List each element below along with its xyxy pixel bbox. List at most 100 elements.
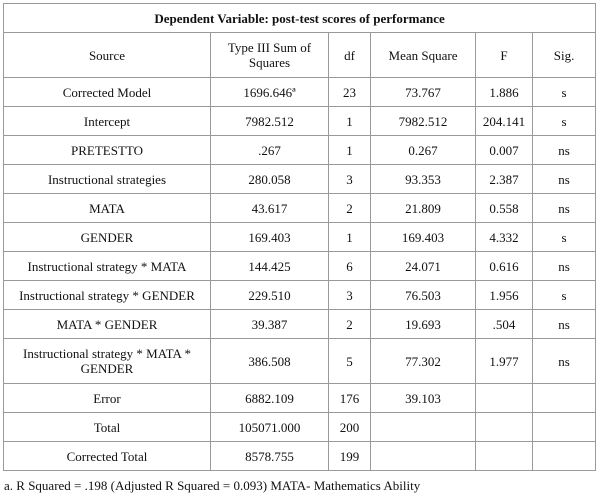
row-label: Error	[3, 383, 211, 413]
table-row: MATA * GENDER 39.387 2 19.693.504 ns	[3, 309, 597, 339]
cell: 6	[328, 251, 371, 281]
row-label: Instructional strategy * MATA	[3, 251, 211, 281]
table-row: Corrected Total 8578.755 199	[3, 441, 597, 471]
column-header: Mean Square	[370, 32, 476, 78]
cell: ns	[531, 164, 597, 194]
cell: 39.387	[210, 309, 329, 339]
cell: 7982.512	[370, 106, 476, 136]
cell: 176	[328, 383, 371, 413]
cell: 77.302	[370, 338, 476, 384]
row-label: PRETESTTO	[3, 135, 211, 165]
cell: s	[531, 222, 597, 252]
cell: 1.977	[475, 338, 533, 384]
cell: s	[531, 77, 597, 107]
cell: ns	[531, 193, 597, 223]
cell: ns	[531, 251, 597, 281]
cell: 3	[328, 280, 371, 310]
cell: 1696.646ª	[210, 77, 329, 107]
row-label: Corrected Model	[3, 77, 211, 107]
cell: 199	[328, 441, 371, 471]
cell: 5	[328, 338, 371, 384]
table-row: Total 105071.000 200	[3, 412, 597, 442]
column-header: Source	[3, 32, 211, 78]
footnote: a. R Squared = .198 (Adjusted R Squared …	[4, 478, 421, 493]
empty-cell	[475, 441, 533, 471]
row-label: Instructional strategy * GENDER	[3, 280, 211, 310]
anova-table: Dependent Variable: post-test scores of …	[2, 3, 597, 471]
cell: 204.141	[475, 106, 533, 136]
cell: 0.558	[475, 193, 533, 223]
cell: 2	[328, 193, 371, 223]
cell: 4.332	[475, 222, 533, 252]
cell: 2.387	[475, 164, 533, 194]
cell: 2	[328, 309, 371, 339]
cell: 229.510	[210, 280, 329, 310]
empty-cell	[370, 412, 476, 442]
cell: .267	[210, 135, 329, 165]
table-row: Instructional strategies 280.058 3 93.353 2.…	[3, 164, 597, 194]
cell: ns	[531, 338, 597, 384]
column-header: F	[475, 32, 533, 78]
cell: 43.617	[210, 193, 329, 223]
table-row: Corrected Model 1696.646ª 23 73.767 1.886 s	[3, 77, 597, 107]
cell: 1	[328, 135, 371, 165]
empty-cell	[370, 441, 476, 471]
cell: ns	[531, 135, 597, 165]
cell: s	[531, 280, 597, 310]
title-row: Dependent Variable: post-test scores of …	[2, 3, 597, 33]
cell: 24.071	[370, 251, 476, 281]
column-header: df	[328, 32, 371, 78]
row-label: Intercept	[3, 106, 211, 136]
cell: 3	[328, 164, 371, 194]
table-row: Error 6882.109 176 39.103	[3, 383, 597, 413]
header-row: Source Type III Sum of Squares df Mean Squa…	[3, 32, 597, 78]
row-label: Total	[3, 412, 211, 442]
cell: 169.403	[370, 222, 476, 252]
cell: 1	[328, 222, 371, 252]
cell: 73.767	[370, 77, 476, 107]
row-label: MATA	[3, 193, 211, 223]
table-row: GENDER 169.403 1 169.403 4.332 s	[3, 222, 597, 252]
cell: 1.886	[475, 77, 533, 107]
row-label: Instructional strategies	[3, 164, 211, 194]
cell: 144.425	[210, 251, 329, 281]
cell: 1	[328, 106, 371, 136]
cell: 386.508	[210, 338, 329, 384]
empty-cell	[531, 441, 597, 471]
cell: 93.353	[370, 164, 476, 194]
cell: .504	[475, 309, 533, 339]
cell: 1.956	[475, 280, 533, 310]
cell: 76.503	[370, 280, 476, 310]
cell: ns	[531, 309, 597, 339]
empty-cell	[531, 383, 597, 413]
table-title: Dependent Variable: post-test scores of …	[2, 3, 597, 33]
table-row: PRETESTTO .267 1 0.267 0.007 ns	[3, 135, 597, 165]
column-header: Type III Sum of Squares	[210, 32, 329, 78]
cell: 6882.109	[210, 383, 329, 413]
table-row: Instructional strategy * MATA 144.425 6 24.…	[3, 251, 597, 281]
table-row: Instructional strategy * MATA * GENDER 38…	[3, 338, 597, 384]
empty-cell	[531, 412, 597, 442]
table-row: Instructional strategy * GENDER 229.510 3 7…	[3, 280, 597, 310]
cell: 23	[328, 77, 371, 107]
row-label: Corrected Total	[3, 441, 211, 471]
cell: 7982.512	[210, 106, 329, 136]
cell: 280.058	[210, 164, 329, 194]
cell: 200	[328, 412, 371, 442]
cell: 0.007	[475, 135, 533, 165]
row-label: MATA * GENDER	[3, 309, 211, 339]
cell: 19.693	[370, 309, 476, 339]
cell: 169.403	[210, 222, 329, 252]
empty-cell	[475, 383, 533, 413]
row-label: Instructional strategy * MATA * GENDER	[3, 338, 211, 384]
table-row: Intercept 7982.512 1 7982.512 204.141 s	[3, 106, 597, 136]
column-header: Sig.	[531, 32, 597, 78]
cell: 0.616	[475, 251, 533, 281]
empty-cell	[475, 412, 533, 442]
cell: 105071.000	[210, 412, 329, 442]
cell: 8578.755	[210, 441, 329, 471]
cell: 39.103	[370, 383, 476, 413]
row-label: GENDER	[3, 222, 211, 252]
cell: 0.267	[370, 135, 476, 165]
